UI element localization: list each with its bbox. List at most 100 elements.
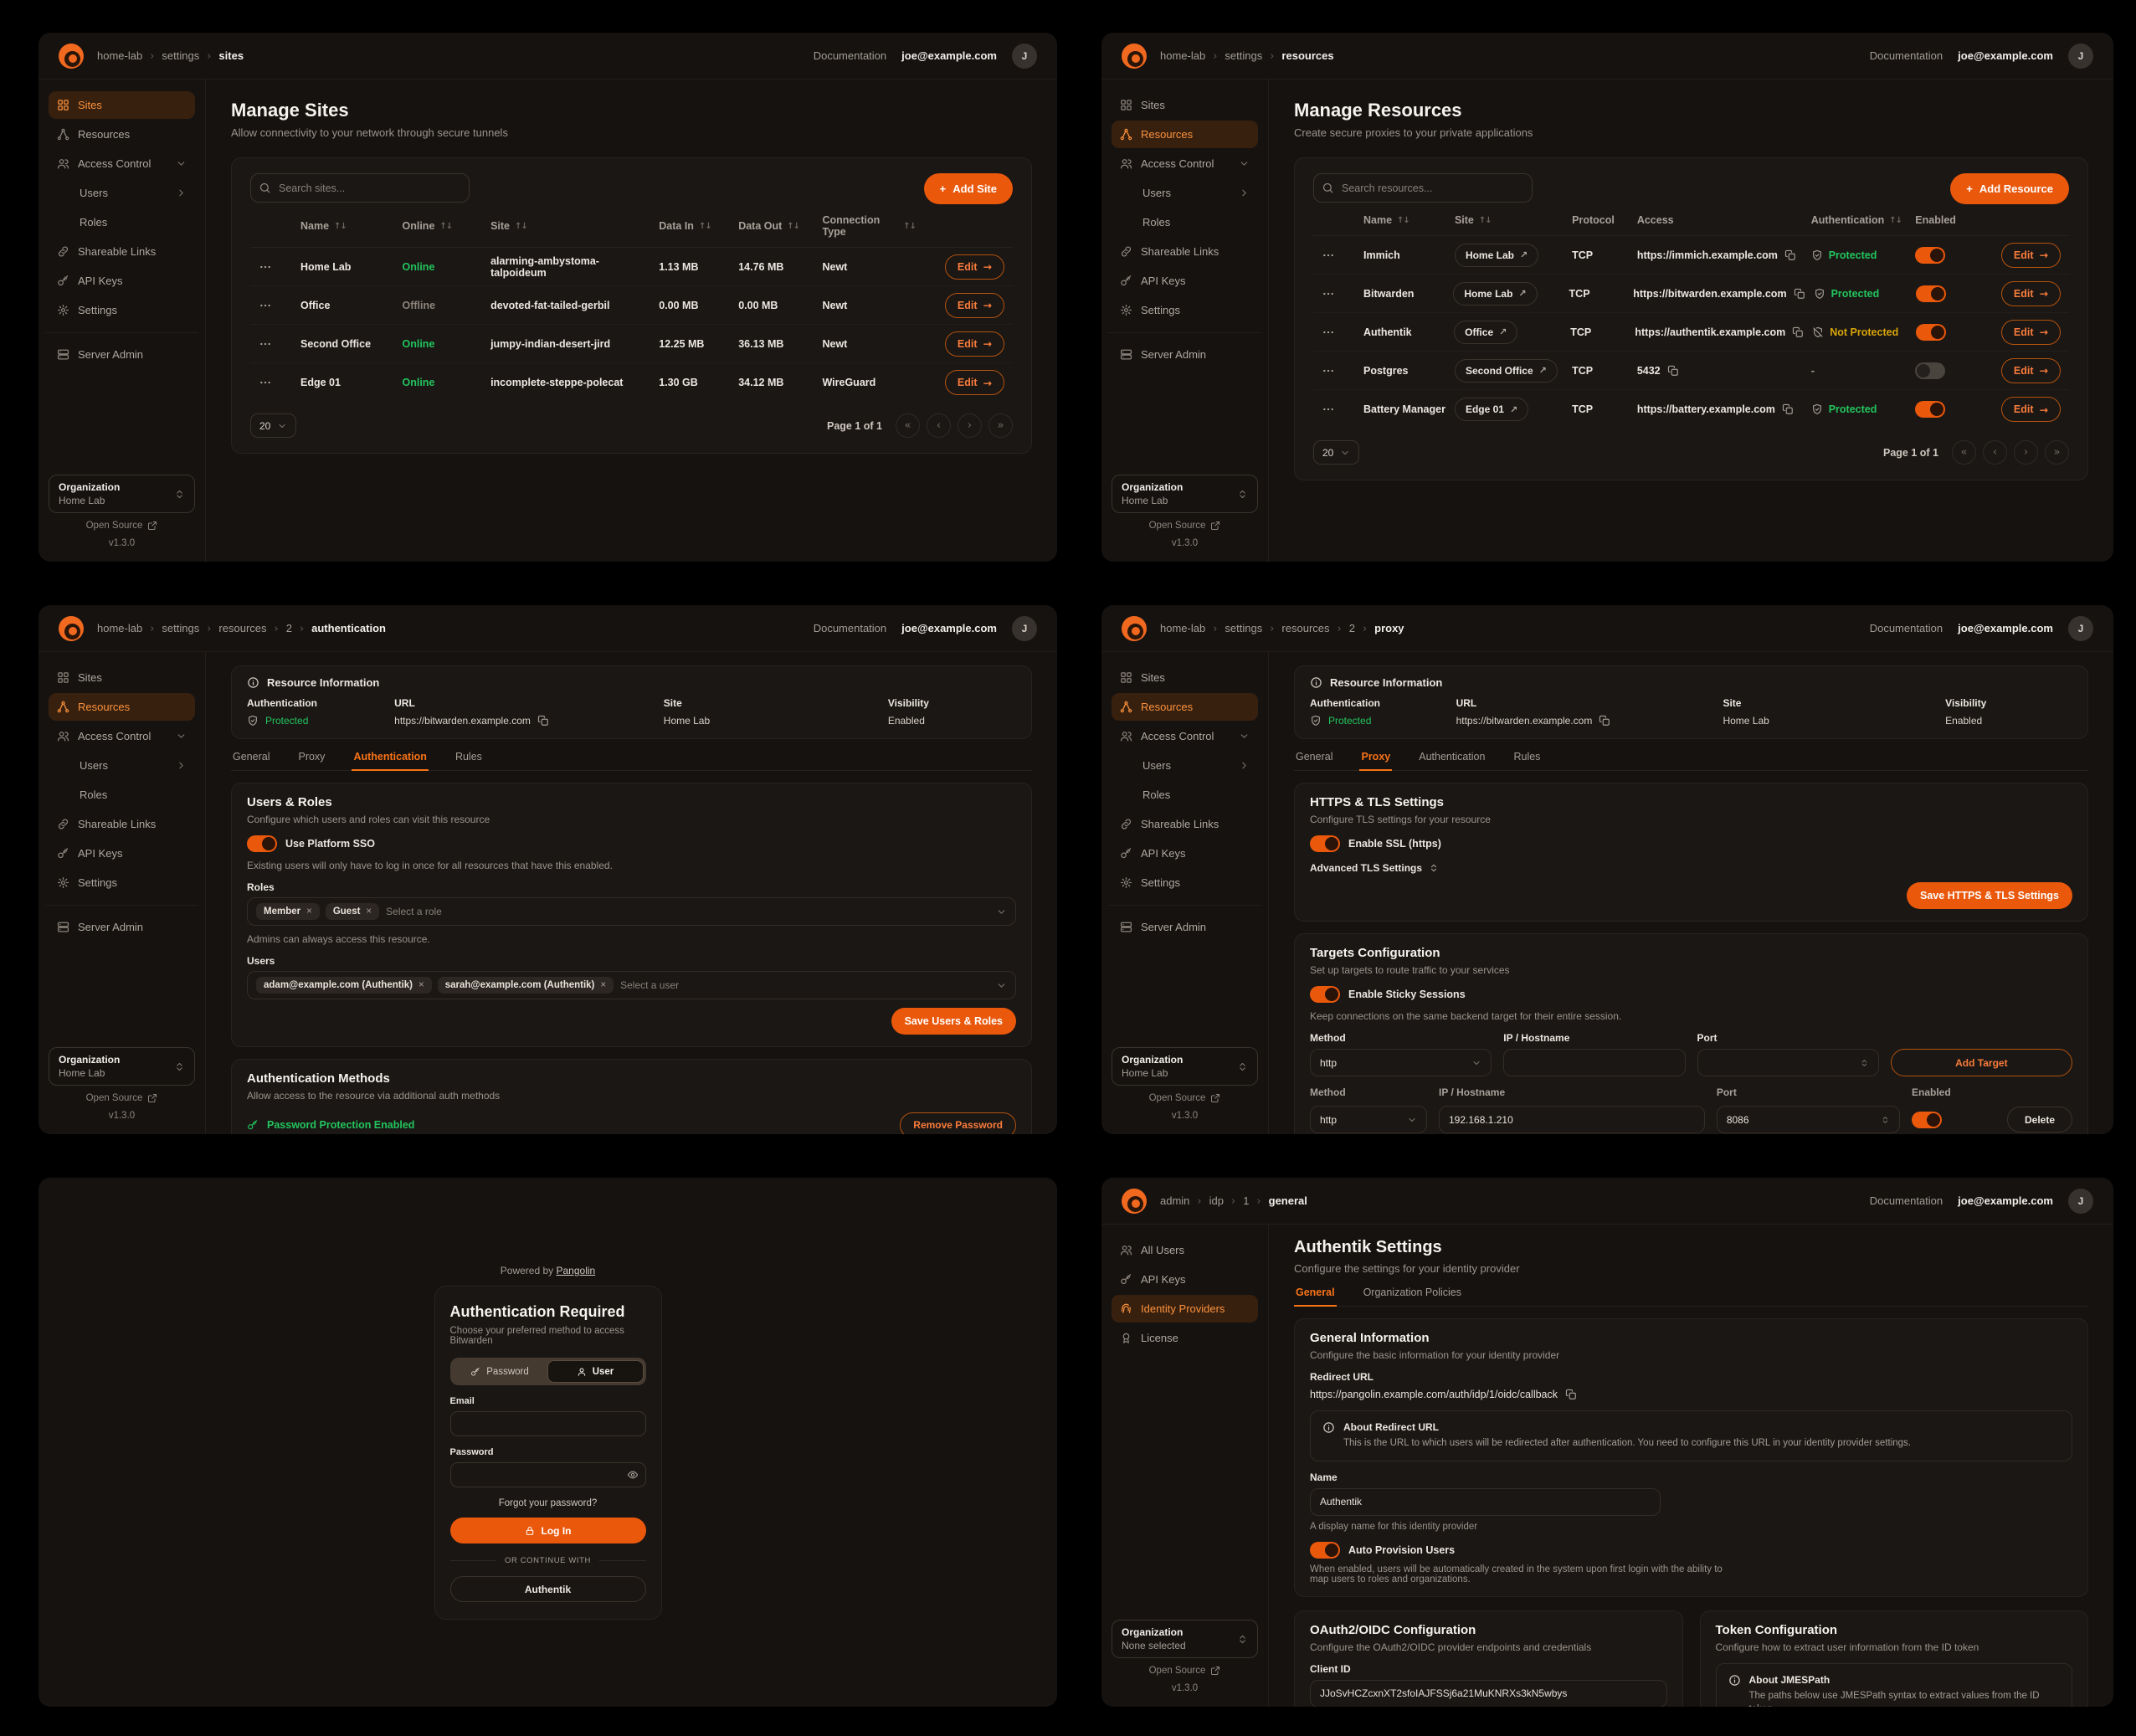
tab[interactable]: Proxy: [1359, 751, 1392, 771]
edit-button[interactable]: Edit →: [944, 370, 1004, 395]
sidebar-item[interactable]: API Keys: [49, 267, 195, 295]
sidebar-item[interactable]: Sites: [1112, 91, 1258, 119]
remove-chip-icon[interactable]: ×: [418, 980, 424, 990]
method-select[interactable]: http: [1310, 1106, 1427, 1133]
org-selector[interactable]: Organization Home Lab: [1112, 475, 1258, 513]
sidebar-item[interactable]: All Users: [1112, 1236, 1258, 1264]
avatar[interactable]: J: [2068, 615, 2093, 641]
copy-icon[interactable]: [1667, 365, 1679, 377]
edit-button[interactable]: Edit →: [944, 254, 1004, 280]
sidebar-item[interactable]: Sites: [49, 91, 195, 119]
sidebar-item[interactable]: Resources: [1112, 693, 1258, 721]
password-field[interactable]: [449, 1462, 646, 1487]
method-select[interactable]: http: [1310, 1049, 1492, 1076]
remove-chip-icon[interactable]: ×: [600, 980, 607, 990]
breadcrumb-item[interactable]: home-lab: [1160, 49, 1217, 63]
sidebar-item[interactable]: Roles: [1142, 216, 1171, 229]
column-name[interactable]: Name ↑↓: [1363, 214, 1410, 226]
org-selector[interactable]: Organization None selected: [1112, 1620, 1258, 1658]
breadcrumb-item[interactable]: 1: [1243, 1194, 1261, 1208]
ip-hostname-input[interactable]: [1449, 1113, 1695, 1126]
page-size-select[interactable]: 20: [250, 413, 297, 438]
sidebar-item[interactable]: API Keys: [49, 840, 195, 867]
tab[interactable]: Proxy: [298, 751, 326, 763]
tab[interactable]: General: [1294, 1287, 1337, 1307]
breadcrumb-item[interactable]: authentication: [311, 622, 386, 634]
row-menu-button[interactable]: [1322, 403, 1335, 416]
pangolin-logo[interactable]: [1122, 43, 1147, 69]
column-data-in[interactable]: Data In ↑↓: [659, 220, 711, 232]
port-input[interactable]: [1707, 1056, 1853, 1069]
forgot-password-link[interactable]: Forgot your password?: [498, 1498, 598, 1508]
site-link[interactable]: Edge 01 ↗: [1454, 398, 1529, 421]
user-email[interactable]: joe@example.com: [901, 49, 997, 62]
edit-button[interactable]: Edit →: [944, 292, 1004, 318]
site-link[interactable]: Home Lab ↗: [1454, 243, 1539, 267]
breadcrumb-item[interactable]: admin: [1160, 1194, 1202, 1208]
enabled-toggle[interactable]: [1915, 401, 1946, 418]
org-selector[interactable]: Organization Home Lab: [49, 1047, 195, 1086]
breadcrumb-item[interactable]: 2: [286, 622, 304, 635]
sidebar-item[interactable]: Server Admin: [45, 332, 198, 368]
breadcrumb-item[interactable]: settings: [1225, 622, 1274, 635]
row-menu-button[interactable]: [1322, 364, 1335, 378]
tab[interactable]: Authentication: [352, 751, 429, 771]
sidebar-item[interactable]: Shareable Links: [49, 810, 195, 838]
target-enabled-toggle[interactable]: [1912, 1111, 1942, 1128]
user-email[interactable]: joe@example.com: [1958, 49, 2053, 62]
port-input[interactable]: [1726, 1113, 1875, 1126]
sidebar-item[interactable]: Users: [49, 179, 195, 207]
edit-button[interactable]: Edit →: [2000, 397, 2061, 422]
first-page-button[interactable]: «: [1952, 440, 1976, 465]
avatar[interactable]: J: [2068, 43, 2093, 69]
sidebar-item[interactable]: Resources: [1112, 121, 1258, 148]
page-size-select[interactable]: 20: [1313, 440, 1360, 465]
save-https-tls-button[interactable]: Save HTTPS & TLS Settings: [1906, 882, 2072, 909]
column-online[interactable]: Online ↑↓: [402, 220, 454, 232]
avatar[interactable]: J: [1012, 615, 1037, 641]
open-source-link[interactable]: Open Source: [1112, 1666, 1258, 1676]
row-menu-button[interactable]: [259, 260, 272, 274]
site-link[interactable]: Second Office ↗: [1454, 358, 1558, 383]
pangolin-logo[interactable]: [59, 615, 84, 641]
documentation-link[interactable]: Documentation: [1869, 1194, 1943, 1207]
sidebar-item[interactable]: Settings: [1112, 869, 1258, 896]
sidebar-item[interactable]: Access Control: [1112, 150, 1258, 177]
copy-icon[interactable]: [537, 715, 549, 727]
user-email[interactable]: joe@example.com: [1958, 622, 2053, 634]
breadcrumb-item[interactable]: proxy: [1374, 622, 1404, 634]
sidebar-item[interactable]: Users: [1112, 752, 1258, 779]
avatar[interactable]: J: [2068, 1188, 2093, 1214]
user-email[interactable]: joe@example.com: [1958, 1194, 2053, 1207]
sidebar-item[interactable]: Access Control: [1112, 722, 1258, 750]
enabled-toggle[interactable]: [1916, 285, 1947, 302]
sidebar-item[interactable]: Roles: [1142, 788, 1171, 801]
delete-target-button[interactable]: Delete: [2007, 1107, 2072, 1133]
email-field[interactable]: [449, 1411, 646, 1436]
login-button[interactable]: Log In: [449, 1518, 646, 1543]
sidebar-item[interactable]: Resources: [49, 121, 195, 148]
breadcrumb-item[interactable]: sites: [218, 49, 244, 62]
row-menu-button[interactable]: [1322, 249, 1335, 262]
breadcrumb-item[interactable]: settings: [162, 622, 211, 635]
add-target-button[interactable]: Add Target: [1890, 1049, 2072, 1076]
ip-hostname-input[interactable]: [1513, 1056, 1676, 1069]
copy-icon[interactable]: [1599, 715, 1610, 727]
breadcrumb-item[interactable]: settings: [162, 49, 211, 63]
site-link[interactable]: Home Lab ↗: [1453, 281, 1538, 306]
search-input[interactable]: [1313, 173, 1533, 203]
sidebar-item[interactable]: Identity Providers: [1112, 1295, 1258, 1323]
next-page-button[interactable]: ›: [2014, 440, 2038, 465]
pangolin-logo[interactable]: [59, 43, 84, 69]
copy-icon[interactable]: [1794, 288, 1805, 300]
search-input[interactable]: [250, 173, 470, 203]
open-source-link[interactable]: Open Source: [1112, 1093, 1258, 1103]
pangolin-logo[interactable]: [1122, 615, 1147, 641]
last-page-button[interactable]: »: [2045, 440, 2069, 465]
sidebar-item[interactable]: Access Control: [49, 150, 195, 177]
row-menu-button[interactable]: [1322, 326, 1335, 339]
sidebar-item[interactable]: Roles: [80, 788, 108, 801]
row-menu-button[interactable]: [259, 337, 272, 351]
add-site-button[interactable]: + Add Site: [923, 173, 1013, 204]
breadcrumb-item[interactable]: home-lab: [97, 49, 154, 63]
